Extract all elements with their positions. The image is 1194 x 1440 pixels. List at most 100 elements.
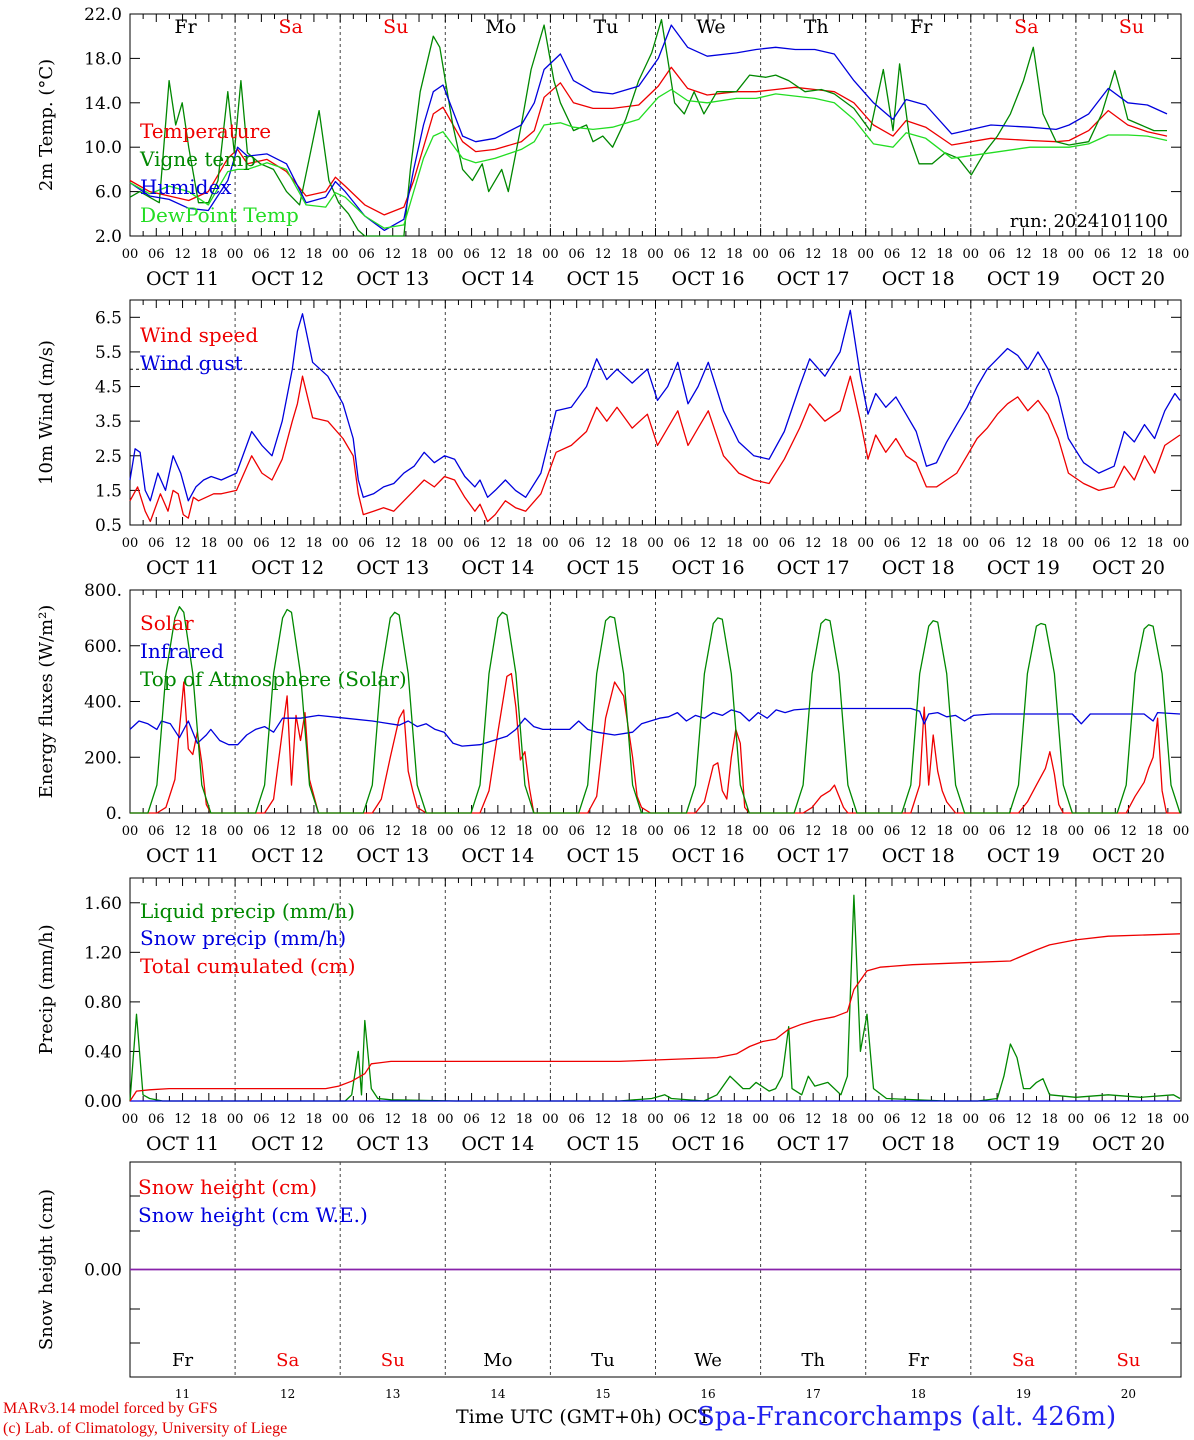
weekday-label: Sa: [278, 16, 302, 38]
weekday-label: Mo: [483, 1350, 512, 1371]
hour-tick-label: 18: [516, 247, 533, 262]
hour-tick-label: 12: [700, 1112, 717, 1127]
hour-tick-label: 18: [936, 1112, 953, 1127]
hour-tick-label: 00: [332, 247, 349, 262]
hour-tick-label: 06: [568, 824, 585, 839]
hour-tick-label: 12: [595, 824, 612, 839]
hour-tick-label: 06: [1094, 1112, 1111, 1127]
y-tick-label: 1.20: [84, 943, 122, 963]
hour-tick-label: 00: [227, 536, 244, 551]
hour-tick-label: 06: [779, 824, 796, 839]
hour-tick-label: 06: [989, 536, 1006, 551]
date-label: OCT 20: [1092, 268, 1165, 290]
date-label: OCT 14: [461, 1133, 534, 1155]
date-label: OCT 15: [566, 268, 639, 290]
hour-tick-label: 06: [884, 536, 901, 551]
hour-tick-label: 18: [1146, 536, 1163, 551]
legend-label: Wind gust: [140, 351, 243, 375]
legend-label: Solar: [140, 611, 194, 635]
hour-tick-label: 06: [884, 247, 901, 262]
weekday-label: We: [696, 16, 725, 38]
date-label: OCT 17: [777, 557, 850, 579]
hour-tick-label: 06: [148, 536, 165, 551]
y-axis-label: 2m Temp. (°C): [36, 59, 57, 191]
hour-tick-label: 00: [647, 247, 664, 262]
hour-tick-label: 18: [831, 1112, 848, 1127]
hour-tick-label: 00: [227, 1112, 244, 1127]
hour-tick-label: 18: [831, 824, 848, 839]
hour-tick-label: 06: [358, 824, 375, 839]
hour-tick-label: 00: [752, 1112, 769, 1127]
date-label: OCT 18: [882, 557, 955, 579]
hour-tick-label: 00: [857, 536, 874, 551]
date-label: OCT 15: [566, 557, 639, 579]
hour-tick-label: 12: [700, 536, 717, 551]
hour-tick-label: 12: [805, 247, 822, 262]
date-label: OCT 20: [1092, 557, 1165, 579]
hour-tick-label: 06: [148, 247, 165, 262]
legend-label: Top of Atmosphere (Solar): [140, 667, 407, 691]
y-tick-label: 0.: [106, 804, 122, 824]
date-label: OCT 16: [672, 557, 745, 579]
hour-tick-label: 06: [568, 247, 585, 262]
hour-tick-label: 06: [568, 1112, 585, 1127]
hour-tick-label: 12: [805, 824, 822, 839]
hour-tick-label: 18: [726, 536, 743, 551]
y-tick-label: 0.40: [84, 1042, 122, 1062]
legend-label: Snow height (cm W.E.): [138, 1203, 368, 1227]
hour-tick-label: 00: [542, 536, 559, 551]
weekday-label: Sa: [276, 1350, 299, 1371]
hour-tick-label: 06: [358, 247, 375, 262]
hour-tick-label: 00: [542, 824, 559, 839]
date-label: OCT 11: [146, 557, 219, 579]
hour-tick-label: 06: [674, 247, 691, 262]
hour-tick-label: 18: [1146, 824, 1163, 839]
hour-tick-label: 06: [463, 536, 480, 551]
series-line: [129, 18, 1167, 237]
weekday-label: Th: [801, 1350, 825, 1371]
hour-tick-label: 18: [201, 1112, 218, 1127]
date-label: OCT 20: [1092, 1133, 1165, 1155]
hour-tick-label: 12: [700, 247, 717, 262]
hour-tick-label: 06: [884, 824, 901, 839]
hour-tick-label: 00: [857, 824, 874, 839]
day-number-label: 13: [385, 1387, 400, 1401]
hour-tick-label: 12: [279, 536, 296, 551]
hour-tick-label: 12: [174, 1112, 191, 1127]
hour-tick-label: 12: [279, 247, 296, 262]
hour-tick-label: 18: [411, 536, 428, 551]
hour-tick-label: 06: [1094, 536, 1111, 551]
date-label: OCT 15: [566, 1133, 639, 1155]
hour-tick-label: 12: [1015, 536, 1032, 551]
date-label: OCT 11: [146, 845, 219, 867]
station-name: Spa-Francorchamps (alt. 426m): [697, 1402, 1117, 1432]
series-line: [129, 375, 1181, 523]
hour-tick-label: 12: [1120, 247, 1137, 262]
hour-tick-label: 18: [306, 247, 323, 262]
hour-tick-label: 12: [700, 824, 717, 839]
legend-label: Infrared: [140, 639, 224, 663]
hour-tick-label: 18: [306, 824, 323, 839]
hour-tick-label: 06: [1094, 824, 1111, 839]
hour-tick-label: 00: [963, 1112, 980, 1127]
date-label: OCT 17: [777, 845, 850, 867]
legend-label: Wind speed: [140, 323, 258, 347]
weekday-label: Fr: [172, 1350, 193, 1371]
day-number-label: 16: [700, 1387, 715, 1401]
hour-tick-label: 12: [384, 536, 401, 551]
lab-credit: (c) Lab. of Climatology, University of L…: [3, 1420, 288, 1437]
hour-tick-label: 18: [516, 1112, 533, 1127]
hour-tick-label: 12: [1015, 824, 1032, 839]
hour-tick-label: 00: [752, 824, 769, 839]
hour-tick-label: 18: [201, 824, 218, 839]
hour-tick-label: 06: [358, 536, 375, 551]
y-tick-label: 3.5: [95, 412, 122, 432]
y-tick-label: 22.0: [84, 5, 122, 25]
hour-tick-label: 06: [253, 536, 270, 551]
hour-tick-label: 06: [463, 824, 480, 839]
date-label: OCT 12: [251, 1133, 324, 1155]
weekday-label: Fr: [908, 1350, 929, 1371]
y-tick-label: 1.60: [84, 894, 122, 914]
hour-tick-label: 00: [332, 824, 349, 839]
time-axis-title: Time UTC (GMT+0h) OCT: [456, 1406, 711, 1428]
